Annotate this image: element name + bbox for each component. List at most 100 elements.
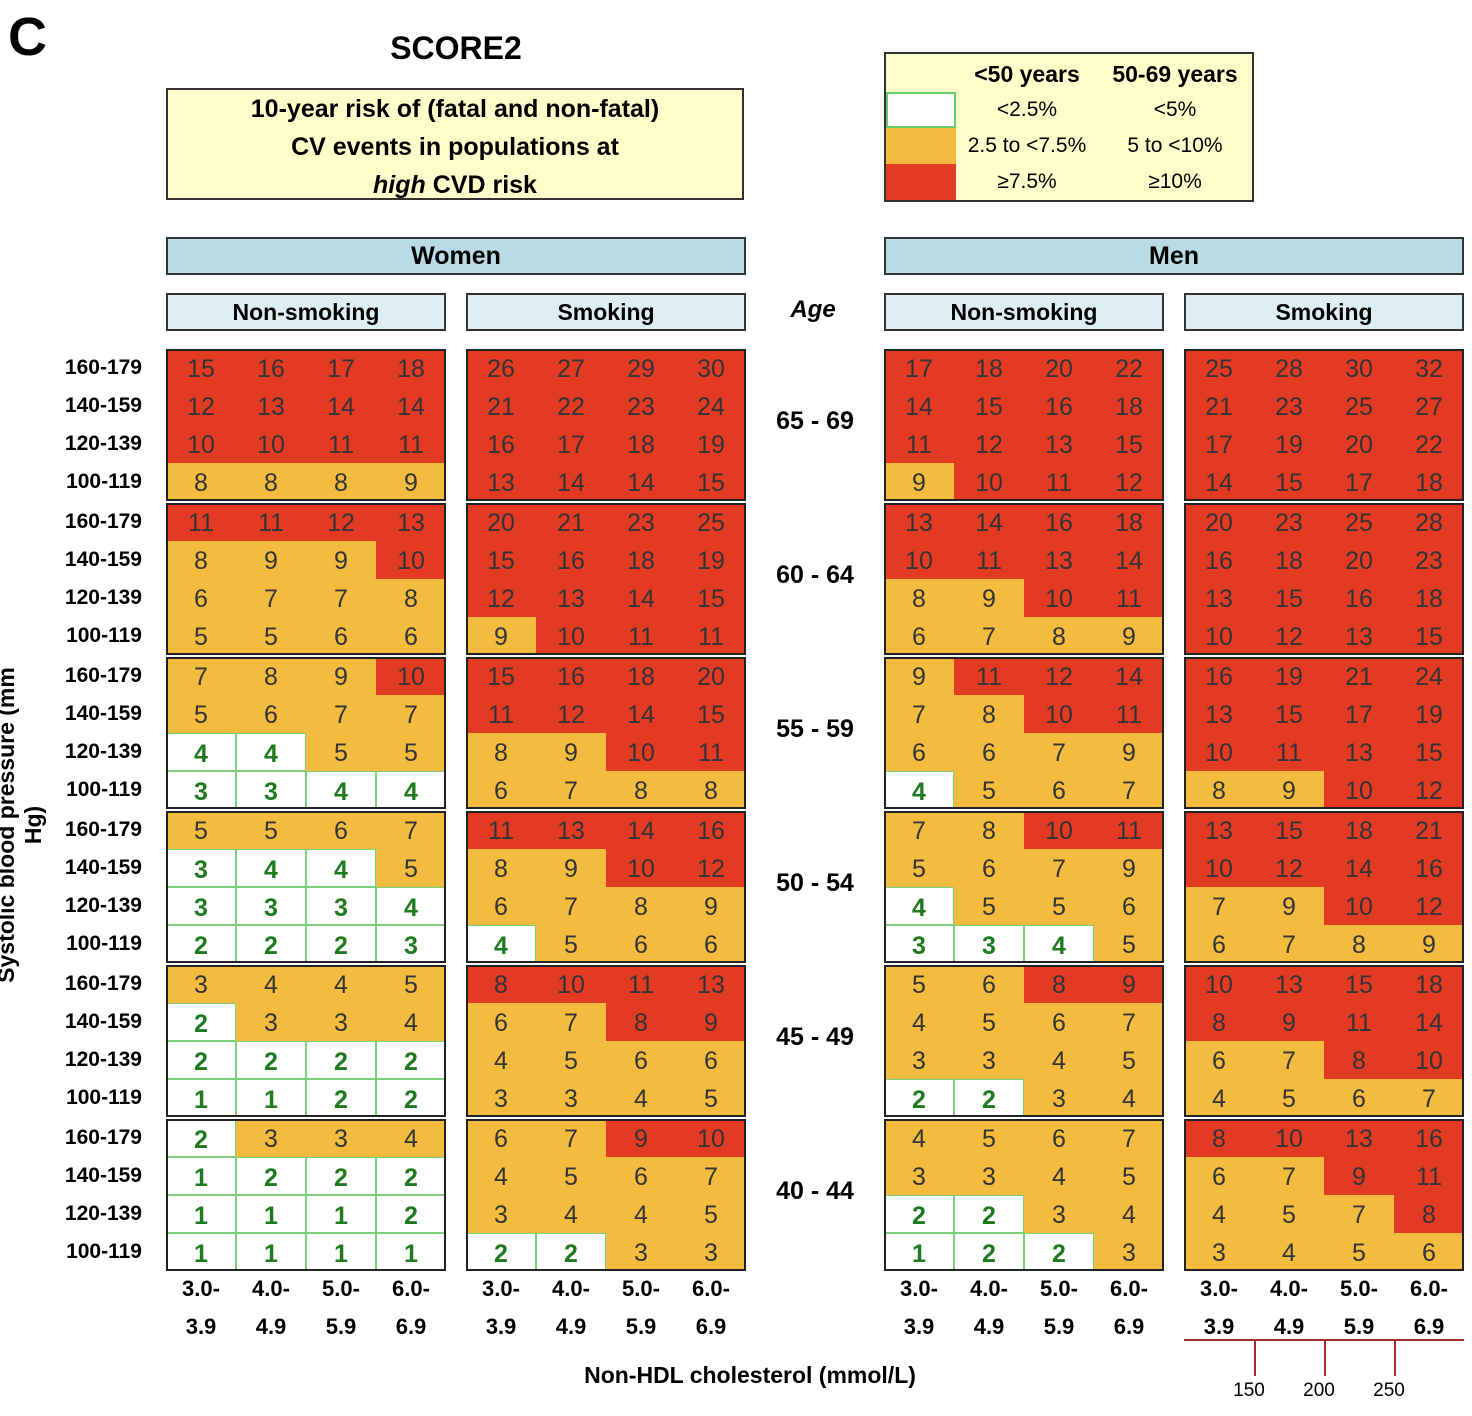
x-tick-label-women-non-smoking: 6.0- (392, 1276, 430, 1301)
risk-cell-men-smoking: 25 (1324, 503, 1394, 541)
risk-cell-men-non-smoking: 6 (884, 617, 954, 655)
risk-cell-men-non-smoking: 2 (884, 1195, 954, 1233)
risk-cell-men-non-smoking: 3 (954, 1157, 1024, 1195)
risk-cell-women-non-smoking: 5 (236, 617, 306, 655)
risk-cell-women-smoking: 10 (606, 733, 676, 771)
risk-cell-women-smoking: 27 (536, 349, 606, 387)
risk-cell-women-smoking: 11 (676, 617, 746, 655)
risk-cell-women-non-smoking: 7 (306, 579, 376, 617)
risk-cell-women-non-smoking: 12 (166, 387, 236, 425)
risk-cell-men-non-smoking: 9 (1094, 965, 1164, 1003)
risk-cell-women-smoking: 6 (606, 1041, 676, 1079)
risk-cell-women-smoking: 6 (676, 1041, 746, 1079)
risk-cell-men-non-smoking: 5 (954, 887, 1024, 925)
risk-cell-women-smoking: 10 (536, 965, 606, 1003)
risk-cell-women-smoking: 11 (466, 695, 536, 733)
risk-cell-men-smoking: 3 (1184, 1233, 1254, 1271)
risk-cell-men-smoking: 18 (1394, 463, 1464, 501)
risk-cell-men-smoking: 8 (1324, 1041, 1394, 1079)
risk-cell-men-non-smoking: 8 (954, 811, 1024, 849)
risk-cell-men-smoking: 12 (1254, 617, 1324, 655)
risk-cell-men-non-smoking: 12 (954, 425, 1024, 463)
risk-cell-men-non-smoking: 10 (954, 463, 1024, 501)
risk-cell-women-smoking: 7 (536, 1003, 606, 1041)
risk-cell-men-smoking: 9 (1254, 887, 1324, 925)
risk-cell-women-non-smoking: 3 (376, 925, 446, 963)
risk-cell-men-non-smoking: 18 (954, 349, 1024, 387)
risk-cell-men-smoking: 10 (1324, 887, 1394, 925)
legend-header-50-69: 50-69 years (1112, 61, 1238, 87)
risk-cell-men-non-smoking: 13 (1024, 541, 1094, 579)
risk-cell-women-smoking: 9 (676, 887, 746, 925)
risk-cell-men-non-smoking: 6 (884, 733, 954, 771)
risk-cell-women-non-smoking: 5 (166, 617, 236, 655)
risk-cell-men-non-smoking: 11 (1024, 463, 1094, 501)
risk-cell-men-non-smoking: 8 (884, 579, 954, 617)
risk-cell-men-non-smoking: 7 (954, 617, 1024, 655)
risk-cell-men-smoking: 21 (1184, 387, 1254, 425)
risk-cell-men-smoking: 10 (1324, 771, 1394, 809)
risk-cell-men-non-smoking: 8 (1024, 617, 1094, 655)
x-tick-label-women-non-smoking: 5.0- (322, 1276, 360, 1301)
risk-cell-men-non-smoking: 4 (884, 771, 954, 809)
risk-cell-men-smoking: 9 (1324, 1157, 1394, 1195)
men-header: Men (884, 237, 1464, 275)
risk-cell-women-non-smoking: 2 (376, 1157, 446, 1195)
risk-cell-women-smoking: 14 (606, 463, 676, 501)
risk-cell-women-smoking: 4 (466, 925, 536, 963)
risk-cell-women-non-smoking: 2 (306, 1157, 376, 1195)
risk-cell-women-smoking: 11 (606, 965, 676, 1003)
risk-cell-men-smoking: 7 (1394, 1079, 1464, 1117)
risk-cell-men-non-smoking: 4 (1024, 1041, 1094, 1079)
risk-cell-women-smoking: 8 (606, 771, 676, 809)
risk-cell-men-smoking: 17 (1184, 425, 1254, 463)
risk-cell-men-non-smoking: 7 (884, 695, 954, 733)
risk-cell-men-non-smoking: 4 (884, 1119, 954, 1157)
risk-cell-men-smoking: 6 (1324, 1079, 1394, 1117)
x-tick-label-men-smoking: 6.9 (1413, 1314, 1445, 1339)
x-tick-label-women-non-smoking: 4.9 (255, 1314, 287, 1339)
risk-cell-men-smoking: 14 (1184, 463, 1254, 501)
risk-cell-women-smoking: 10 (536, 617, 606, 655)
risk-cell-women-smoking: 15 (676, 695, 746, 733)
risk-cell-men-smoking: 13 (1324, 617, 1394, 655)
risk-cell-men-smoking: 14 (1324, 849, 1394, 887)
risk-cell-women-non-smoking: 10 (166, 425, 236, 463)
risk-cell-women-non-smoking: 18 (376, 349, 446, 387)
risk-cell-women-non-smoking: 2 (376, 1079, 446, 1117)
risk-cell-men-smoking: 15 (1254, 811, 1324, 849)
risk-cell-men-non-smoking: 10 (1024, 811, 1094, 849)
risk-cell-men-non-smoking: 7 (1094, 771, 1164, 809)
risk-cell-men-smoking: 27 (1394, 387, 1464, 425)
risk-cell-men-smoking: 18 (1254, 541, 1324, 579)
age-label-65-69: 65 - 69 (776, 407, 854, 435)
risk-cell-women-smoking: 4 (466, 1041, 536, 1079)
description-italic: high (373, 171, 426, 199)
risk-cell-women-smoking: 15 (466, 657, 536, 695)
risk-cell-men-non-smoking: 12 (1024, 657, 1094, 695)
risk-cell-women-smoking: 5 (536, 925, 606, 963)
risk-cell-men-non-smoking: 3 (884, 1157, 954, 1195)
risk-cell-women-non-smoking: 4 (306, 849, 376, 887)
risk-cell-men-non-smoking: 17 (884, 349, 954, 387)
risk-cell-men-non-smoking: 5 (1094, 925, 1164, 963)
risk-cell-women-non-smoking: 3 (236, 771, 306, 809)
risk-cell-women-non-smoking: 14 (376, 387, 446, 425)
risk-cell-women-non-smoking: 8 (306, 463, 376, 501)
risk-cell-women-non-smoking: 2 (166, 925, 236, 963)
risk-cell-men-non-smoking: 6 (1094, 887, 1164, 925)
risk-cell-women-smoking: 9 (536, 733, 606, 771)
risk-cell-men-non-smoking: 6 (954, 965, 1024, 1003)
risk-cell-women-smoking: 26 (466, 349, 536, 387)
risk-cell-men-smoking: 7 (1254, 1041, 1324, 1079)
risk-cell-women-smoking: 18 (606, 657, 676, 695)
risk-cell-women-smoking: 10 (606, 849, 676, 887)
risk-cell-women-non-smoking: 2 (166, 1119, 236, 1157)
risk-cell-men-smoking: 6 (1184, 925, 1254, 963)
risk-cell-men-smoking: 15 (1324, 965, 1394, 1003)
risk-cell-men-non-smoking: 14 (954, 503, 1024, 541)
bp-label-100-119: 100-119 (66, 1240, 142, 1263)
risk-cell-women-smoking: 20 (466, 503, 536, 541)
age-label-50-54: 50 - 54 (776, 869, 854, 897)
description-rest: CVD risk (425, 171, 537, 199)
